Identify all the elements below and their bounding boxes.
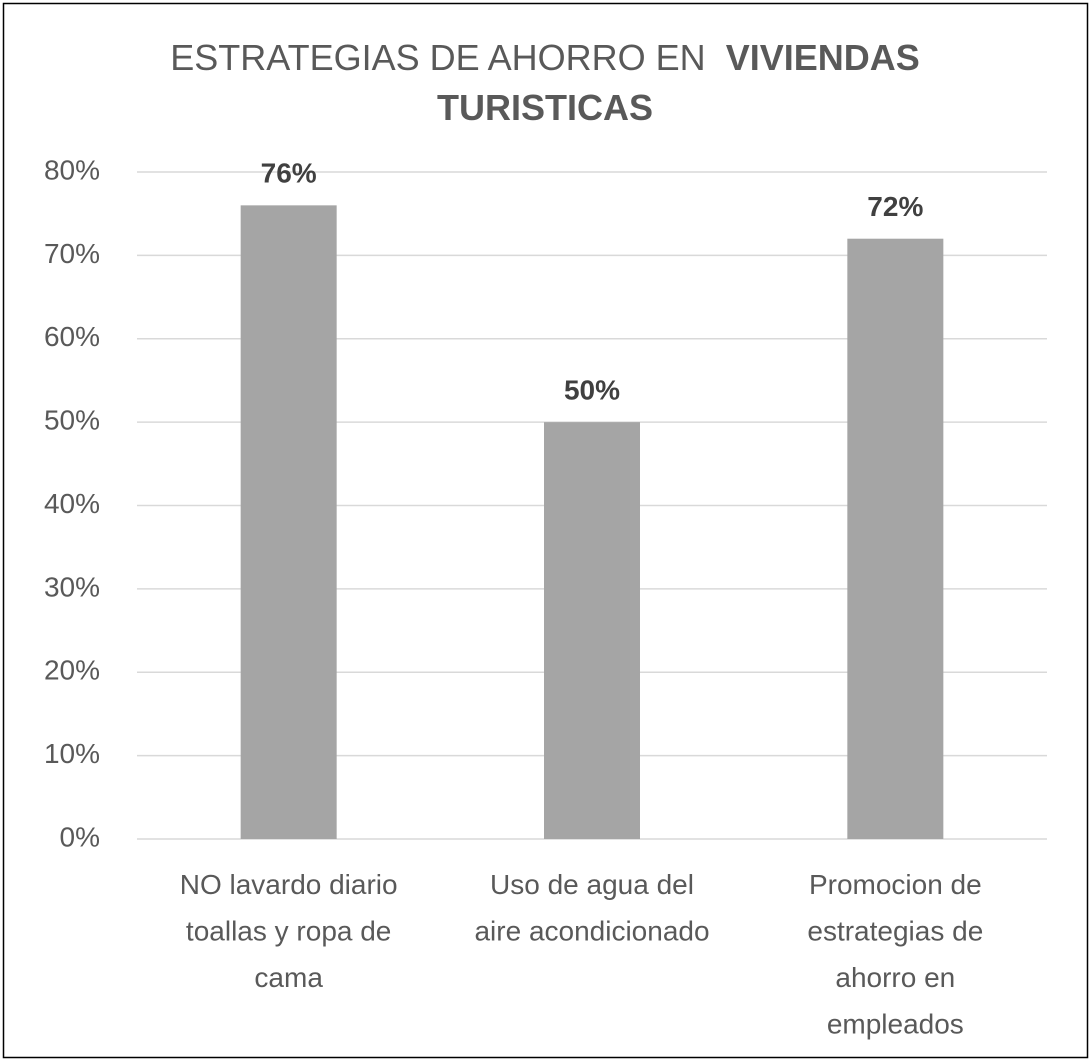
y-tick-label: 30% (44, 571, 100, 602)
x-tick-label-line: ahorro en (835, 962, 955, 993)
y-tick-label: 80% (44, 154, 100, 185)
title-run: VIVIENDAS (726, 37, 920, 78)
x-tick-label-line: toallas y ropa de (186, 916, 391, 947)
bar (544, 422, 640, 839)
bar (240, 205, 337, 840)
bar (847, 238, 944, 839)
data-label: 50% (564, 375, 620, 406)
data-label: 76% (261, 158, 317, 189)
x-tick-label: Promocion de estrategias de ahorro en emple… (807, 869, 983, 1040)
title-run: ESTRATEGIAS DE AHORRO EN (170, 37, 705, 78)
x-tick-label-line: cama (254, 962, 323, 993)
y-tick-label: 40% (44, 488, 100, 519)
x-tick-label-line: Uso de agua del (490, 869, 694, 900)
data-label: 72% (867, 191, 923, 222)
x-tick-label-line: empleados (827, 1009, 964, 1040)
y-tick-label: 10% (44, 738, 100, 769)
x-tick-label: Uso de agua del aire acondicionado (474, 869, 709, 947)
y-tick-label: 60% (44, 321, 100, 352)
chart-title: TURISTICAS (437, 87, 653, 128)
y-tick-label: 70% (44, 238, 100, 269)
chart-title: ESTRATEGIAS DE AHORRO EN VIVIENDAS (170, 37, 920, 78)
y-tick-label: 20% (44, 655, 100, 686)
x-tick-label-line: NO lavardo diario (180, 869, 398, 900)
title-run: TURISTICAS (437, 87, 653, 128)
x-tick-label-line: estrategias de (807, 916, 983, 947)
x-tick-label-line: aire acondicionado (474, 916, 709, 947)
x-tick-label: NO lavardo diario toallas y ropa de cama (180, 869, 398, 993)
x-tick-label-line: Promocion de (809, 869, 982, 900)
y-tick-label: 0% (60, 821, 100, 852)
y-tick-label: 50% (44, 405, 100, 436)
